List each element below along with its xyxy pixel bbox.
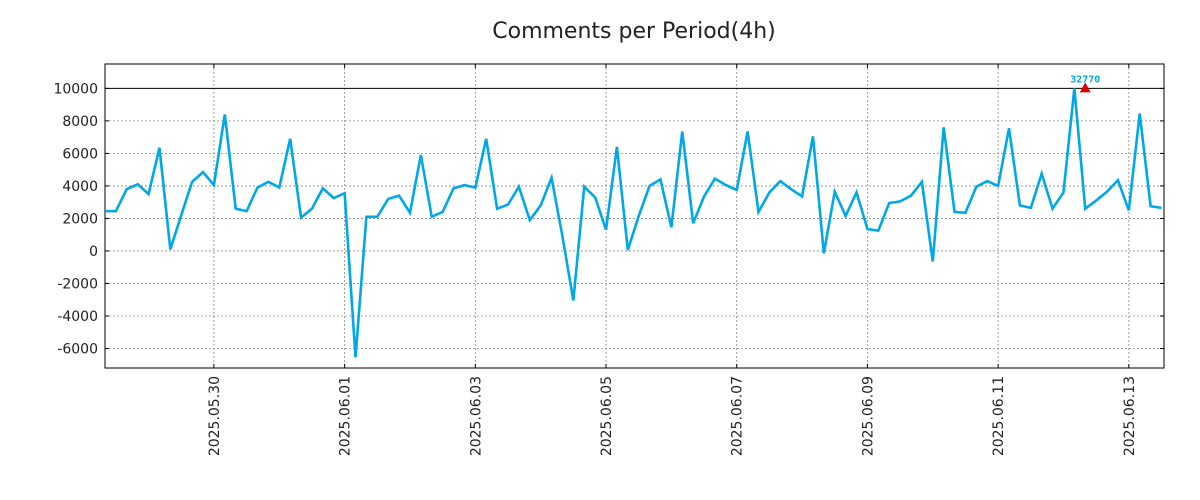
- y-tick-label: 10000: [53, 81, 98, 97]
- y-tick-label: 0: [89, 244, 98, 260]
- y-tick-label: 2000: [62, 211, 98, 227]
- annotation-group: 32770: [1070, 74, 1100, 93]
- grid-lines: [105, 64, 1164, 368]
- y-tick-label: 6000: [62, 146, 98, 162]
- peak-marker: [1079, 82, 1091, 93]
- series-layer: [105, 88, 1162, 358]
- y-tick-label: 8000: [62, 114, 98, 130]
- x-tick-label: 2025.06.09: [860, 376, 876, 456]
- x-tick-label: 2025.05.30: [207, 376, 223, 456]
- y-tick-label: -2000: [57, 276, 98, 292]
- x-tick-label: 2025.06.05: [599, 376, 615, 456]
- series-line: [105, 88, 1162, 358]
- y-tick-label: -4000: [57, 309, 98, 325]
- x-tick-label: 2025.06.11: [991, 376, 1007, 456]
- peak-label: 32770: [1070, 74, 1100, 85]
- x-tick-label: 2025.06.01: [338, 376, 354, 456]
- plot-area-frame: [104, 63, 1165, 369]
- axis-ticks: 10000 8000 6000 4000 2000 0 -2000 -4000 -6000 202…: [53, 64, 1164, 456]
- x-tick-label: 2025.06.07: [730, 376, 746, 456]
- y-tick-label: 4000: [62, 179, 98, 195]
- y-tick-label: -6000: [57, 341, 98, 357]
- x-tick-label: 2025.06.03: [468, 376, 484, 456]
- x-tick-label: 2025.06.13: [1122, 376, 1138, 456]
- chart-title: Comments per Period(4h): [492, 19, 776, 44]
